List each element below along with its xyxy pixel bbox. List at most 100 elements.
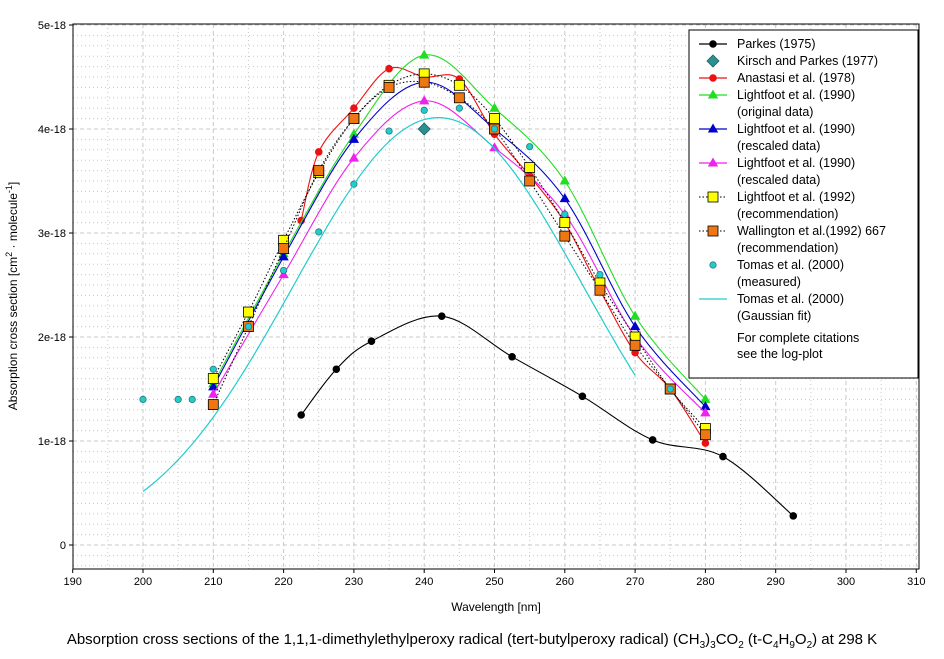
x-tick-label: 230 — [345, 576, 363, 588]
data-point — [524, 162, 536, 173]
data-point — [594, 284, 606, 296]
x-tick-label: 310 — [907, 576, 925, 588]
y-tick-label: 2e-18 — [38, 332, 66, 344]
data-point — [629, 321, 641, 331]
data-point — [315, 228, 323, 236]
figure-caption: Absorption cross sections of the 1,1,1-d… — [0, 631, 944, 651]
legend-label-sub: (recommendation) — [737, 207, 838, 221]
data-point — [455, 104, 463, 112]
data-point — [559, 193, 570, 203]
series-8 — [139, 104, 674, 403]
data-point — [559, 175, 570, 185]
legend-label: Lightfoot et al. (1990) — [737, 122, 855, 136]
data-point — [207, 373, 219, 385]
data-point — [243, 306, 254, 318]
data-point — [489, 113, 500, 124]
data-point — [278, 243, 290, 255]
data-point — [648, 436, 657, 444]
data-point — [367, 337, 376, 345]
data-point — [596, 270, 604, 279]
y-axis-title-sup-2: -1 — [4, 185, 14, 193]
data-point — [490, 125, 499, 133]
y-axis-title-sup-1: 2 — [4, 252, 14, 257]
data-point — [709, 261, 717, 269]
x-tick-label: 200 — [134, 576, 152, 588]
data-point — [385, 127, 393, 135]
x-tick-label: 280 — [696, 576, 714, 588]
legend-label-sub: (rescaled data) — [737, 173, 820, 187]
data-point — [420, 106, 428, 114]
data-point — [279, 266, 288, 275]
data-point — [208, 388, 219, 398]
series-9 — [142, 116, 636, 492]
caption-text: ) at 298 K — [812, 631, 878, 648]
caption-sub: 4 — [772, 640, 779, 651]
legend-label-sub: (rescaled data) — [737, 139, 820, 153]
legend-label-sub: (recommendation) — [737, 241, 838, 255]
caption-sub: 9 — [789, 640, 795, 651]
data-point — [707, 191, 719, 203]
caption-text: Absorption cross sections of the 1,1,1-d… — [66, 631, 700, 648]
data-point — [629, 339, 641, 351]
chart: 190 200 210 220 230 240 250 260 270 280 290 300 310 0… — [4, 20, 926, 614]
data-point — [561, 210, 569, 218]
data-point — [348, 133, 360, 143]
data-point — [313, 165, 325, 177]
legend-label: Lightfoot et al. (1990) — [737, 88, 855, 102]
legend: Parkes (1975) Kirsch and Parkes (1977) Ana… — [688, 29, 919, 379]
data-point — [707, 225, 719, 237]
x-axis-title: Wavelength [nm] — [451, 600, 541, 614]
data-point — [578, 392, 587, 401]
data-point — [332, 365, 341, 374]
legend-label: Anastasi et al. (1978) — [737, 71, 855, 85]
series-line — [300, 315, 794, 517]
series-line — [300, 66, 706, 444]
caption-text: ) — [705, 631, 711, 648]
caption-text: (t-C — [743, 631, 773, 648]
legend-label-sub: (original data) — [737, 105, 813, 119]
data-point — [719, 452, 727, 461]
data-point — [489, 142, 500, 152]
data-point — [437, 312, 446, 321]
data-point — [207, 399, 219, 411]
y-tick-label: 3e-18 — [38, 228, 66, 240]
data-point — [700, 407, 711, 417]
x-tick-label: 270 — [626, 576, 644, 588]
data-point — [559, 230, 571, 242]
x-tick-label: 300 — [837, 576, 855, 588]
legend-box — [688, 29, 919, 379]
plot-frame — [72, 23, 920, 570]
y-tick-label: 5e-18 — [38, 20, 66, 32]
legend-label: Tomas et al. (2000) — [737, 292, 844, 306]
caption-sub: 3 — [710, 640, 716, 651]
y-tick-label: 4e-18 — [38, 124, 66, 136]
y-axis-title-part-1: Absorption cross section [cm — [6, 257, 20, 410]
data-point — [707, 123, 719, 133]
x-tick-label: 290 — [767, 576, 785, 588]
series-layer — [139, 49, 798, 520]
series-line — [212, 73, 706, 429]
data-point — [314, 148, 323, 156]
data-point — [666, 385, 674, 393]
legend-label: Tomas et al. (2000) — [737, 258, 844, 272]
series-2 — [297, 64, 710, 447]
legend-label: Wallington et al.(1992) 667 — [737, 224, 886, 238]
data-point — [188, 395, 196, 403]
data-point — [278, 251, 289, 261]
legend-label: Kirsch and Parkes (1977) — [737, 54, 878, 68]
y-tick-label: 1e-18 — [38, 436, 66, 448]
legend-note: see the log-plot — [737, 347, 823, 361]
data-point — [701, 439, 710, 447]
data-point — [707, 157, 719, 167]
series-line — [142, 116, 636, 492]
data-point — [453, 79, 465, 91]
axis-ticks: 190 200 210 220 230 240 250 260 270 280 290 300 310 0… — [38, 20, 926, 588]
data-point — [508, 352, 516, 361]
legend-note: For complete citations — [737, 331, 859, 345]
data-point — [139, 395, 147, 403]
data-point — [559, 217, 571, 229]
data-point — [419, 95, 430, 105]
y-axis-title-part-2: · molecule — [6, 193, 20, 252]
data-point — [348, 113, 360, 124]
y-tick-label: 0 — [60, 540, 66, 552]
